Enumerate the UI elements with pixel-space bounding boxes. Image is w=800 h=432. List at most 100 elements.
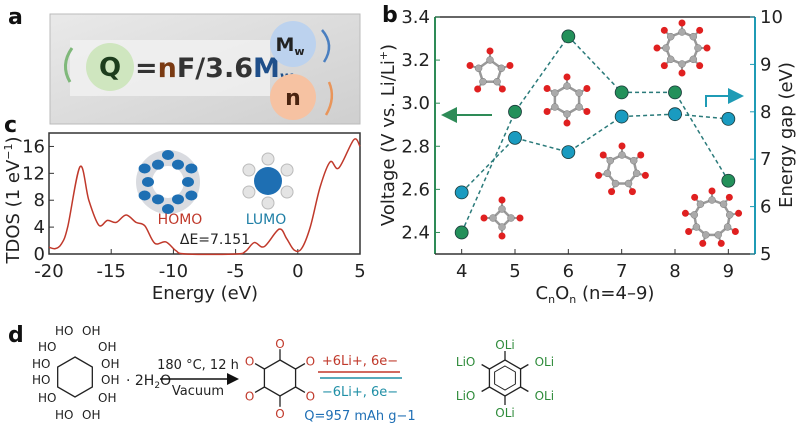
data-point-left xyxy=(454,225,469,240)
y-tick-label: 8 xyxy=(34,190,45,211)
oxygen-label: O xyxy=(275,407,284,421)
up-arrow-icon xyxy=(64,47,74,83)
y2-tick-label: 9 xyxy=(760,54,771,75)
oxygen-label: O xyxy=(306,354,315,368)
c-x-axis-label: Energy (eV) xyxy=(152,283,258,304)
b-y-axis-label: Voltage (V vs. Li/Li+) xyxy=(377,44,399,226)
homo-orbital-icon xyxy=(136,150,200,214)
y-tick-label: 2.4 xyxy=(401,222,430,243)
hydroxyl-label: OH xyxy=(101,373,119,387)
n-symbol: n xyxy=(285,86,301,111)
data-point-left xyxy=(614,85,629,100)
y-tick-label: 2.6 xyxy=(401,179,430,200)
cyclohexanehexone-structure: O O O O O O xyxy=(245,337,315,421)
panel-b-label: b xyxy=(382,3,398,28)
y2-tick-label: 7 xyxy=(760,149,771,170)
hydroxyl-label: HO xyxy=(55,324,73,338)
oxygen-label: O xyxy=(245,390,254,404)
y-tick-label: 12 xyxy=(22,163,45,184)
x-tick-label: 5 xyxy=(354,261,365,282)
oli-label: OLi xyxy=(535,355,554,369)
hydrate-label: · 2H2O xyxy=(126,373,171,391)
molecule-c6o6-icon xyxy=(543,73,591,127)
molecule-c8o8-icon xyxy=(653,19,711,77)
hydroxyl-label: HO xyxy=(55,408,73,422)
panel-c-label: c xyxy=(4,113,17,138)
data-point-right xyxy=(721,112,736,126)
hydroxyl-label: HO xyxy=(38,340,56,354)
ring xyxy=(57,356,93,398)
ring xyxy=(263,359,297,397)
q-symbol: Q xyxy=(99,53,121,83)
condition-bottom: Vacuum xyxy=(172,384,224,399)
inner-ring xyxy=(494,365,516,391)
panel-c-chart: c -20 -15 -10 -5 0 5 0 4 8 12 16 HOMO LUMO ΔE=7.15… xyxy=(2,113,366,304)
b-x-axis-label: CnOn (n=4–9) xyxy=(536,283,655,306)
y-tick-label: 16 xyxy=(22,136,45,157)
tdos-curve xyxy=(48,138,361,256)
c-y-axis-label: TDOS (1 eV−1) xyxy=(2,136,24,264)
inositol-structure: HO OH HO OH HO HO OH OH HO OH HO OH xyxy=(32,324,119,422)
y2-tick-label: 6 xyxy=(760,197,771,218)
oli-label: LiO xyxy=(456,355,475,369)
oli-label: LiO xyxy=(456,389,475,403)
oxygen-label: O xyxy=(245,354,254,368)
data-point-right xyxy=(508,130,522,145)
x-tick-label: 7 xyxy=(616,261,627,282)
y2-tick-label: 5 xyxy=(760,244,771,265)
formula: =nF/3.6Mw xyxy=(135,53,294,86)
y2-tick-label: 8 xyxy=(760,102,771,123)
b-y2-axis-label: Energy gap (eV) xyxy=(776,62,797,208)
y2-tick-label: 10 xyxy=(760,7,783,28)
forward-label: +6Li+, 6e− xyxy=(322,354,398,369)
x-tick-label: 9 xyxy=(723,261,734,282)
x-tick-label: -20 xyxy=(34,261,63,282)
y-tick-label: 3.4 xyxy=(401,7,430,28)
y-tick-label: 2.8 xyxy=(401,136,430,157)
hydroxyl-label: OH xyxy=(82,408,100,422)
hydroxyl-label: HO xyxy=(32,357,50,371)
data-point-right xyxy=(561,145,576,159)
x-tick-label: 5 xyxy=(509,261,520,282)
molecule-c9o9-icon xyxy=(681,187,743,247)
panel-d-reaction: d HO OH HO OH HO HO OH OH HO OH HO OH · 2H2O 180 °C… xyxy=(8,323,554,424)
y-tick-label: 4 xyxy=(34,217,45,238)
x-tick-label: -10 xyxy=(159,261,188,282)
panel-a-label: a xyxy=(8,5,23,30)
hydroxyl-label: OH xyxy=(98,391,116,405)
lumo-label: LUMO xyxy=(246,212,286,228)
molecule-c7o7-icon xyxy=(595,142,649,196)
hydroxyl-label: OH xyxy=(82,324,100,338)
ring xyxy=(488,359,522,397)
x-tick-label: -15 xyxy=(96,261,125,282)
reverse-label: −6Li+, 6e− xyxy=(322,385,398,400)
oli-label: OLi xyxy=(495,338,514,352)
x-tick-label: 6 xyxy=(563,261,574,282)
lumo-orbital-icon xyxy=(242,152,294,210)
x-tick-label: 8 xyxy=(669,261,680,282)
data-point-left xyxy=(561,29,576,44)
hydroxyl-label: HO xyxy=(32,373,50,387)
energy-gap-annotation: ΔE=7.151 xyxy=(180,232,250,248)
series-line-left xyxy=(460,35,729,233)
x-tick-label: -5 xyxy=(227,261,245,282)
homo-label: HOMO xyxy=(158,212,203,228)
y-tick-label: 3.0 xyxy=(401,93,430,114)
mw-circle xyxy=(270,21,316,67)
capacity-label: Q=957 mAh g−1 xyxy=(304,409,415,424)
hydroxyl-label: HO xyxy=(38,391,56,405)
y-tick-label: 3.2 xyxy=(401,50,430,71)
oxygen-label: O xyxy=(275,337,284,351)
oxygen-label: O xyxy=(306,390,315,404)
series-line-right xyxy=(461,113,729,193)
y-tick-label: 0 xyxy=(34,244,45,265)
data-point-right xyxy=(614,109,629,124)
data-point-left xyxy=(721,173,736,188)
right-axis-arrow-icon xyxy=(705,88,744,107)
up-arrow-orange-icon xyxy=(324,81,334,116)
panel-a: a Q =nF/3.6Mw Mw n xyxy=(8,5,361,125)
data-point-left xyxy=(508,104,522,119)
lithium-salt-structure: OLi LiO OLi LiO OLi OLi xyxy=(456,338,554,420)
data-point-right xyxy=(668,107,682,122)
